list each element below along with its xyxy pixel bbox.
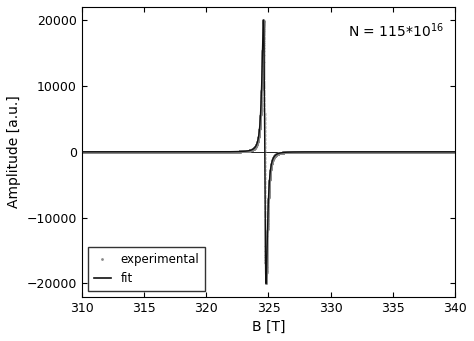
Legend: experimental, fit: experimental, fit	[88, 247, 205, 291]
X-axis label: B [T]: B [T]	[252, 320, 285, 334]
Text: N = 115*10$^{16}$: N = 115*10$^{16}$	[348, 21, 444, 40]
Y-axis label: Amplitude [a.u.]: Amplitude [a.u.]	[7, 95, 21, 208]
